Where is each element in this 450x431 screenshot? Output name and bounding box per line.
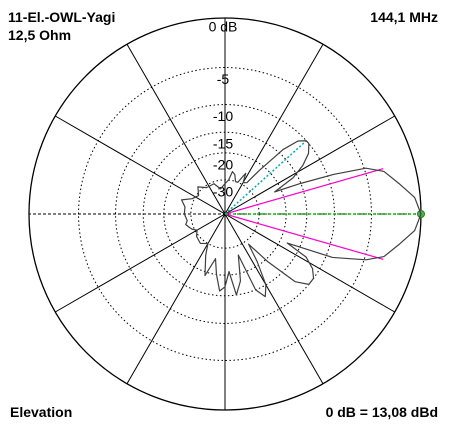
ring-labels: 0 dB-5-10-15-20-30 bbox=[209, 18, 238, 199]
frequency-label: 144,1 MHz bbox=[370, 9, 438, 25]
ring-label: -5 bbox=[217, 71, 230, 87]
half-power-line bbox=[224, 168, 384, 215]
half-power-line bbox=[224, 213, 384, 260]
reference-label: 0 dB = 13,08 dBd bbox=[325, 404, 438, 420]
pattern-layer bbox=[180, 140, 422, 298]
view-label: Elevation bbox=[10, 404, 73, 420]
direction-markers bbox=[224, 140, 425, 260]
ring-label: 0 dB bbox=[209, 18, 238, 34]
ring-label: -20 bbox=[213, 156, 233, 172]
antenna-name: 11-El.-OWL-Yagi bbox=[8, 9, 116, 25]
impedance-label: 12,5 Ohm bbox=[8, 27, 72, 43]
radiation-pattern bbox=[180, 140, 422, 298]
ring-label: -15 bbox=[213, 136, 233, 152]
ring-label: -10 bbox=[213, 108, 233, 124]
grid-ring bbox=[78, 67, 372, 361]
